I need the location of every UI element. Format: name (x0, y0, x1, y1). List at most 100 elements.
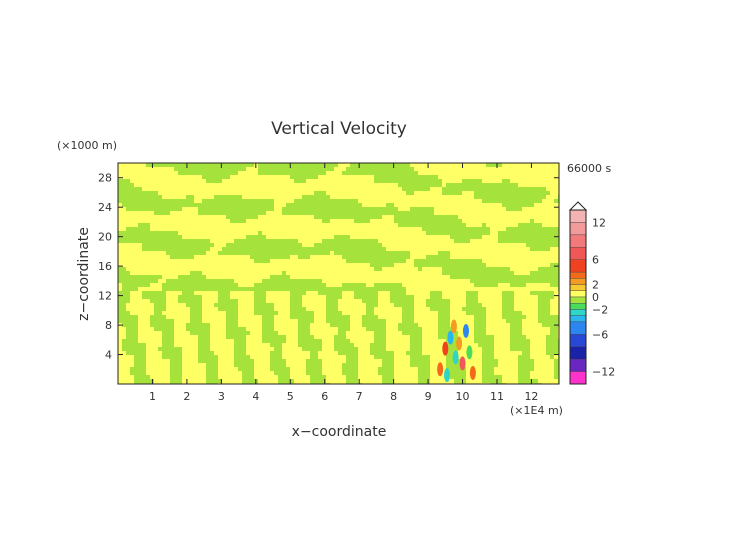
field-cell (138, 315, 150, 319)
colorbar-tick-label: −12 (592, 366, 615, 379)
field-cell (266, 291, 290, 295)
field-cell (118, 359, 134, 363)
field-cell (118, 287, 122, 291)
field-cell (386, 347, 410, 351)
field-cell (170, 211, 198, 215)
field-cell (118, 355, 134, 359)
colorbar-segment (569, 309, 587, 316)
field-cell (238, 299, 254, 303)
field-cell (450, 319, 474, 323)
field-cell (286, 339, 298, 343)
field-cell (530, 355, 550, 359)
field-cell (246, 347, 274, 351)
field-cell (550, 303, 559, 307)
colorbar-tick-label: −6 (592, 328, 608, 341)
field-cell (502, 379, 518, 383)
y-tick-label: 12 (98, 290, 112, 303)
plot-area (117, 162, 560, 385)
colorbar-tick-label: 6 (592, 254, 599, 267)
field-cell (118, 339, 122, 343)
field-cell (490, 231, 498, 235)
field-cell (410, 163, 486, 167)
field-cell (118, 283, 122, 287)
field-cell (210, 335, 226, 339)
field-cell (214, 351, 234, 355)
field-cell (222, 379, 242, 383)
field-cell (154, 379, 170, 383)
colorbar-segment (569, 209, 587, 223)
field-cell (534, 219, 559, 223)
field-cell (130, 299, 150, 303)
field-cell (270, 259, 346, 263)
colorbar-tick-label: 12 (592, 216, 606, 229)
field-cell (430, 379, 454, 383)
field-cell (530, 351, 546, 355)
field-cell (282, 343, 298, 347)
x-axis-label: x−coordinate (292, 424, 387, 440)
field-cell (386, 319, 402, 323)
field-cell (322, 347, 334, 351)
field-cell (178, 231, 258, 235)
field-cell (394, 371, 418, 375)
field-cell (414, 299, 426, 303)
field-cell (550, 311, 559, 315)
field-cell (422, 343, 446, 347)
field-cell (230, 295, 254, 299)
field-cell (410, 251, 438, 255)
field-cell (494, 343, 510, 347)
field-cell (478, 291, 502, 295)
field-cell (406, 287, 558, 291)
field-cell (394, 379, 418, 383)
x-tick-label: 12 (524, 390, 538, 403)
field-cell (358, 359, 382, 363)
field-cell (146, 363, 170, 367)
field-cell (486, 223, 518, 227)
field-cell (166, 303, 186, 307)
field-cell (470, 239, 498, 243)
field-cell (486, 307, 502, 311)
field-cell (230, 291, 254, 295)
disturbance-blob (462, 323, 469, 338)
field-cell (534, 363, 554, 367)
field-cell (510, 267, 538, 271)
field-cell (210, 331, 226, 335)
field-cell (146, 371, 170, 375)
field-cell (146, 355, 162, 359)
field-cell (282, 347, 302, 351)
colorbar-arrow (568, 201, 588, 211)
field-cell (386, 327, 398, 331)
colorbar-segment (569, 358, 587, 372)
colorbar-segment (569, 222, 587, 236)
field-cell (450, 307, 462, 311)
field-cell (306, 179, 374, 183)
field-cell (538, 379, 558, 383)
y-tick-label: 20 (98, 231, 112, 244)
field-cell (342, 291, 354, 295)
field-cell (246, 167, 258, 171)
field-cell (554, 355, 558, 359)
field-cell (434, 207, 506, 211)
field-cell (382, 267, 418, 271)
field-cell (286, 335, 298, 339)
field-cell (218, 363, 234, 367)
field-cell (274, 327, 298, 331)
field-cell (118, 363, 134, 367)
field-cell (118, 207, 126, 211)
field-cell (206, 275, 270, 279)
field-cell (358, 375, 382, 379)
field-cell (138, 339, 162, 343)
field-cell (522, 331, 550, 335)
field-cell (358, 371, 378, 375)
field-cell (222, 179, 294, 183)
field-cell (394, 355, 410, 359)
field-cell (350, 339, 374, 343)
field-cell (118, 343, 122, 347)
field-cell (374, 311, 402, 315)
field-cell (358, 367, 378, 371)
field-cell (202, 311, 226, 315)
field-cell (274, 203, 286, 207)
field-cell (166, 299, 178, 303)
field-cell (238, 319, 262, 323)
colorbar-segment (569, 296, 587, 304)
field-cell (314, 319, 326, 323)
